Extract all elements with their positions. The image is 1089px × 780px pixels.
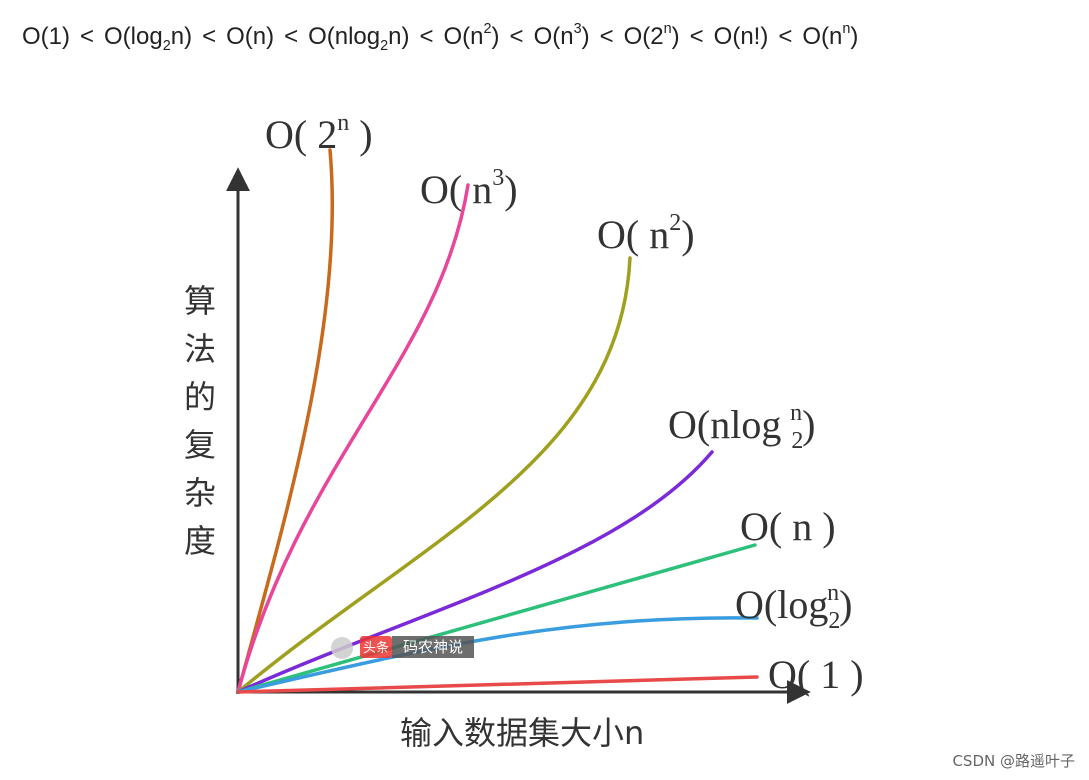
curve-n2 [236, 256, 632, 694]
text-part: ) [802, 402, 815, 447]
watermark-name: 码农神说 [403, 638, 463, 656]
text-part: ) [492, 23, 500, 50]
curve-label: O(nlog 2n) [668, 400, 815, 454]
text-part: ) [672, 23, 680, 50]
separator: < [778, 23, 792, 50]
curve-label: O( 2n ) [265, 110, 373, 157]
curve-logn [236, 616, 759, 694]
curve-label: O( 1 ) [768, 652, 864, 697]
curve-label: O( n3) [420, 165, 518, 212]
text-part: n [664, 21, 672, 37]
text-part: O( 1 ) [768, 652, 864, 697]
curve-1 [236, 675, 759, 694]
curve-label: O( n ) [740, 504, 836, 549]
text-part: n) [388, 23, 409, 50]
text-part: 3 [574, 21, 582, 37]
text-part: O(n!) [714, 23, 769, 50]
text-part: n [790, 400, 802, 426]
text-part: 2 [380, 38, 388, 54]
separator: < [510, 23, 524, 50]
text-part: 3 [492, 165, 504, 191]
text-part: O(n [802, 23, 842, 50]
curve-n [236, 543, 757, 694]
curve-2n [236, 148, 335, 694]
text-part: ) [681, 212, 694, 257]
text-part: ) [349, 112, 372, 157]
text-part: ) [582, 23, 590, 50]
curve-labels: O( 2n )O( n3)O( n2)O(nlog 2n)O( n )O(log… [265, 110, 864, 697]
text-part: n) [171, 23, 192, 50]
text-part: 2 [669, 210, 681, 236]
text-part: O(nlog [308, 23, 380, 50]
text-part: O( n ) [740, 504, 836, 549]
text-part: O(1) [22, 23, 70, 50]
text-part: O(n) [226, 23, 274, 50]
watermark-tag: 头条 [363, 640, 389, 656]
footer: CSDN @路遥叶子 [952, 752, 1075, 770]
curve-n3 [236, 183, 470, 694]
x-axis-label: 输入数据集大小n [400, 714, 644, 752]
text-part: O( n [597, 212, 669, 257]
text-part: O(log [104, 23, 163, 50]
text-part: O( 2 [265, 112, 337, 157]
text-part: n [337, 110, 349, 136]
text-part: ) [850, 23, 858, 50]
text-part: n [842, 21, 850, 37]
separator: < [80, 23, 94, 50]
curve-label: O( n2) [597, 210, 695, 257]
curve-label: O(log2n) [735, 580, 852, 634]
text-part: 2 [828, 608, 840, 634]
text-part: 2 [791, 428, 803, 454]
text-part: O(n [534, 23, 574, 50]
text-part: ) [504, 167, 517, 212]
curve-nlogn [236, 450, 714, 694]
separator: < [202, 23, 216, 50]
text-part: ) [839, 582, 852, 627]
y-axis-label: 算法的复杂度 [184, 282, 216, 560]
separator: < [420, 23, 434, 50]
separator: < [690, 23, 704, 50]
text-part: O(2 [624, 23, 664, 50]
text-part: O(nlog [668, 402, 791, 447]
separator: < [600, 23, 614, 50]
separator: < [284, 23, 298, 50]
text-part: O(n [444, 23, 484, 50]
text-part: O( n [420, 167, 492, 212]
watermark: 头条 码农神说 [331, 636, 474, 659]
formula: O(1) < O(log2n) < O(n) < O(nlog2n) < O(n2) < O(n3)… [22, 21, 858, 54]
text-part: 2 [163, 38, 171, 54]
text-part: n [827, 580, 839, 606]
text-part: 2 [484, 21, 492, 37]
text-part: O(log [735, 582, 828, 627]
